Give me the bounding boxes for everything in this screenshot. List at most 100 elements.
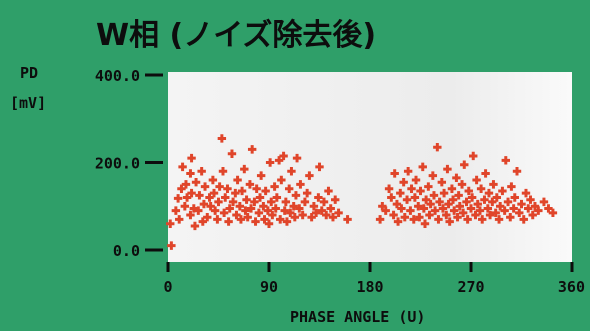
- data-point: [375, 215, 385, 224]
- data-point: [251, 217, 260, 226]
- data-point: [495, 202, 505, 211]
- data-point: [180, 202, 190, 211]
- data-point: [187, 188, 196, 198]
- data-point: [227, 149, 237, 158]
- data-point: [233, 175, 242, 185]
- data-point: [243, 212, 252, 222]
- data-point: [443, 164, 452, 174]
- data-point: [181, 180, 191, 189]
- data-point: [300, 197, 310, 207]
- data-point: [421, 195, 431, 204]
- data-point: [517, 199, 526, 209]
- data-point: [292, 153, 302, 163]
- data-point: [189, 204, 199, 213]
- data-point: [314, 193, 323, 202]
- data-point: [197, 167, 206, 176]
- data-point: [245, 180, 255, 189]
- data-point: [272, 193, 282, 202]
- data-point: [225, 204, 234, 213]
- data-point: [472, 175, 481, 185]
- data-point: [397, 204, 406, 213]
- data-point: [489, 180, 498, 189]
- data-point: [195, 191, 204, 200]
- data-point: [452, 173, 461, 183]
- data-point: [264, 219, 274, 228]
- data-point: [526, 195, 535, 204]
- data-point: [439, 188, 449, 198]
- data-point: [282, 217, 292, 226]
- data-point: [530, 202, 540, 211]
- data-point: [305, 171, 314, 180]
- data-point: [424, 182, 433, 191]
- data-point: [319, 197, 329, 207]
- y-axis-label-unit-name: PD: [20, 64, 38, 82]
- plot-area: [168, 72, 572, 262]
- data-point: [246, 204, 256, 213]
- data-point: [399, 177, 408, 187]
- data-point: [241, 206, 250, 215]
- data-point: [390, 169, 399, 178]
- data-point: [509, 204, 518, 213]
- data-point: [434, 215, 443, 224]
- data-point: [402, 195, 412, 204]
- data-point: [182, 193, 192, 202]
- data-point: [392, 199, 402, 209]
- data-point: [213, 215, 222, 224]
- data-point: [291, 191, 301, 200]
- data-point: [458, 208, 468, 218]
- data-point: [256, 171, 266, 180]
- data-point: [240, 164, 249, 174]
- data-point: [261, 186, 270, 196]
- data-point: [286, 208, 295, 218]
- data-point: [289, 202, 298, 211]
- data-point: [488, 197, 497, 207]
- data-point: [521, 188, 531, 198]
- data-point: [307, 212, 316, 222]
- data-point: [298, 210, 307, 220]
- y-axis-label-unit: [mV]: [10, 94, 46, 112]
- data-point: [462, 197, 471, 207]
- data-point: [381, 206, 390, 215]
- data-point: [512, 167, 522, 176]
- data-point: [221, 193, 230, 202]
- data-point: [534, 206, 543, 215]
- data-point: [219, 208, 229, 218]
- data-point: [296, 180, 305, 189]
- data-point: [287, 167, 296, 176]
- data-point: [187, 153, 196, 163]
- data-point: [295, 204, 304, 213]
- data-point: [400, 212, 409, 222]
- x-axis-label: PHASE ANGLE (U): [290, 308, 425, 326]
- data-point: [263, 206, 273, 215]
- data-point: [407, 184, 416, 193]
- data-point: [328, 212, 338, 222]
- data-point: [236, 215, 246, 224]
- data-point: [510, 193, 519, 202]
- data-point: [343, 215, 352, 224]
- data-point: [167, 241, 176, 250]
- x-tick-label: 0: [163, 278, 172, 296]
- data-point: [528, 210, 537, 220]
- data-point: [276, 215, 285, 224]
- data-point: [309, 202, 319, 211]
- data-point: [265, 158, 275, 167]
- data-point: [494, 215, 504, 224]
- y-tick-label: 400.0: [95, 67, 140, 85]
- data-point: [389, 210, 398, 220]
- data-point: [453, 212, 462, 222]
- data-point: [425, 210, 434, 220]
- data-point: [539, 197, 549, 207]
- data-point: [177, 184, 186, 193]
- data-point: [444, 199, 453, 209]
- data-point: [447, 184, 457, 193]
- data-point: [208, 175, 218, 185]
- data-point: [501, 156, 510, 165]
- x-tick-label: 270: [457, 278, 484, 296]
- data-point: [481, 169, 490, 178]
- data-point: [255, 193, 265, 202]
- data-point: [242, 195, 251, 204]
- data-point: [224, 217, 233, 226]
- data-point: [217, 134, 227, 143]
- data-point: [218, 167, 228, 176]
